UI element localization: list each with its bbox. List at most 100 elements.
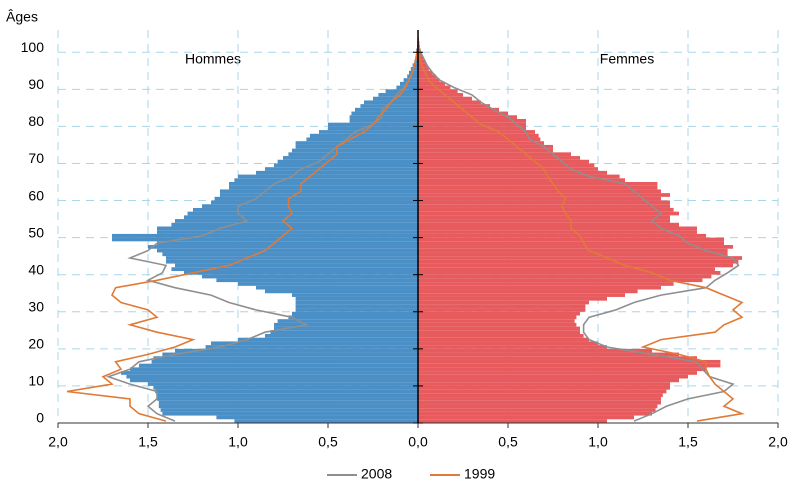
- bar: [418, 285, 661, 290]
- bar: [220, 189, 418, 194]
- bar: [418, 367, 706, 372]
- y-tick-label: 30: [28, 298, 44, 314]
- y-tick-label: 60: [28, 187, 44, 203]
- bar: [160, 408, 418, 412]
- bar: [418, 100, 481, 105]
- bar: [288, 315, 418, 320]
- bar: [265, 167, 418, 171]
- bar: [153, 356, 418, 360]
- bar: [418, 408, 656, 412]
- left-label: Hommes: [185, 51, 241, 67]
- bar: [418, 274, 712, 279]
- bar: [418, 141, 544, 145]
- bar: [418, 222, 679, 227]
- bar: [418, 167, 598, 171]
- bar: [418, 107, 499, 112]
- bar: [187, 211, 418, 216]
- bar: [151, 359, 418, 364]
- bar: [292, 293, 418, 297]
- bar: [295, 141, 418, 145]
- bar: [418, 319, 575, 323]
- bar: [166, 259, 418, 264]
- bar: [418, 226, 697, 231]
- bar: [403, 78, 418, 82]
- bar: [418, 389, 667, 394]
- bar: [418, 130, 535, 134]
- bar: [288, 152, 418, 157]
- bar: [162, 411, 418, 416]
- bar: [418, 385, 670, 390]
- bar: [295, 304, 418, 309]
- bar: [418, 397, 661, 401]
- bar: [295, 308, 418, 312]
- bar: [148, 382, 418, 386]
- bar: [126, 374, 419, 379]
- bar: [295, 144, 418, 149]
- bar: [418, 256, 742, 260]
- bar: [234, 419, 418, 423]
- y-tick-label: 10: [28, 373, 44, 389]
- bar: [130, 367, 418, 372]
- y-tick-label: 80: [28, 113, 44, 129]
- bar: [158, 404, 419, 409]
- bar: [418, 196, 661, 201]
- bar: [270, 330, 418, 335]
- bar: [418, 348, 652, 353]
- bar: [130, 378, 418, 383]
- bar: [265, 334, 418, 338]
- line: [419, 50, 740, 422]
- bar: [418, 44, 420, 49]
- bar: [319, 130, 418, 134]
- bar: [166, 256, 418, 260]
- bar: [409, 70, 418, 75]
- bar: [418, 308, 586, 312]
- bar: [277, 319, 418, 323]
- line: [105, 50, 418, 422]
- bar: [211, 200, 418, 205]
- bar: [418, 296, 607, 301]
- bar: [418, 311, 580, 316]
- bar: [418, 93, 463, 97]
- bar: [157, 226, 418, 231]
- bar: [418, 193, 670, 197]
- bar: [418, 300, 589, 305]
- legend-label: 2008: [361, 466, 392, 482]
- bar: [139, 363, 418, 368]
- bar: [412, 63, 418, 68]
- y-tick-label: 90: [28, 76, 44, 92]
- bar: [418, 326, 580, 331]
- bar: [418, 382, 670, 386]
- bar: [418, 185, 658, 190]
- bar: [416, 48, 418, 53]
- bar: [214, 196, 418, 201]
- bar: [220, 193, 418, 197]
- bar: [418, 411, 652, 416]
- bar: [349, 118, 418, 123]
- bar: [418, 330, 580, 335]
- bar: [418, 252, 728, 257]
- bar: [349, 115, 418, 119]
- bar: [418, 200, 670, 205]
- bar: [418, 89, 458, 94]
- bar: [418, 341, 598, 346]
- bar: [418, 237, 724, 242]
- legend-label: 1999: [464, 466, 495, 482]
- bar: [418, 118, 526, 123]
- bar: [292, 311, 418, 316]
- bar: [351, 111, 418, 116]
- bar: [418, 178, 625, 183]
- bar: [418, 170, 607, 175]
- bar: [418, 163, 595, 168]
- bar: [418, 204, 670, 208]
- bar: [414, 59, 418, 64]
- bar: [418, 345, 607, 349]
- bar: [148, 245, 418, 249]
- bar: [184, 215, 418, 220]
- bar: [418, 182, 658, 186]
- bar: [418, 259, 739, 264]
- bar: [418, 104, 490, 108]
- bar: [418, 419, 607, 423]
- bar: [418, 245, 733, 249]
- bar: [277, 159, 418, 164]
